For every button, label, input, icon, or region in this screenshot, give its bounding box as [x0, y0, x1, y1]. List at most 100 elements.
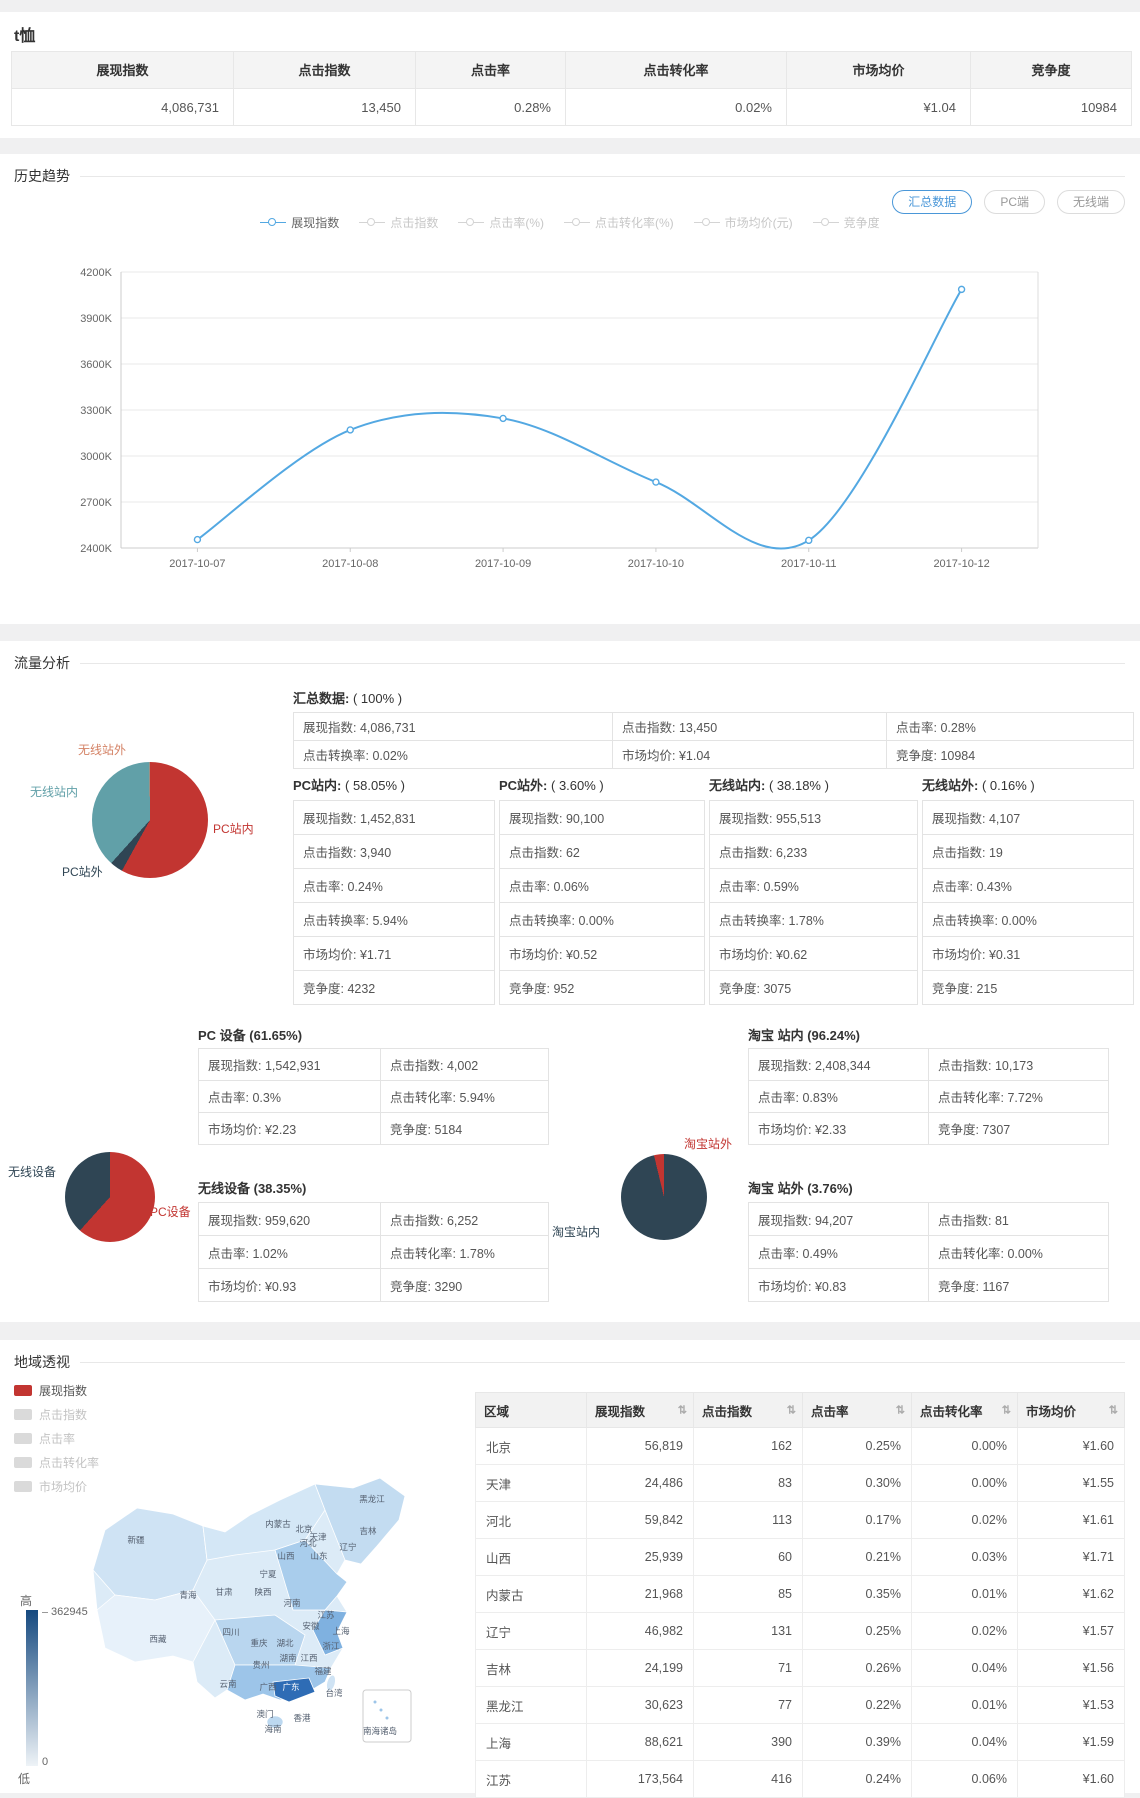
summary-value: 0.02% — [565, 88, 787, 126]
channel-kv-cell: 点击转换率: 1.78% — [710, 903, 918, 937]
summary-value: 4,086,731 — [11, 88, 234, 126]
summary-col-header: 展现指数 — [11, 51, 234, 89]
sort-icon[interactable]: ⇅ — [895, 1404, 905, 1417]
region-legend-item-ctr[interactable]: 点击率 — [14, 1430, 75, 1447]
region-value-cell: 56,819 — [586, 1427, 694, 1465]
channel-kv-table: 展现指数: 1,452,831 点击指数: 3,940 点击率: 0.24% 点击转换… — [293, 800, 495, 1005]
map-province-label: 南海诸岛 — [363, 1726, 397, 1736]
sort-icon[interactable]: ⇅ — [1108, 1404, 1118, 1417]
taobao-in-kv-cell: 市场均价: ¥2.33 — [749, 1113, 929, 1145]
trend-legend-label: 点击率(%) — [489, 216, 544, 230]
map-province-label: 贵州 — [252, 1660, 269, 1670]
region-value-cell: ¥1.60 — [1017, 1427, 1125, 1465]
summary-kv-table: 展现指数: 4,086,731 点击指数: 13,450 点击率: 0.28% 点击转… — [293, 712, 1134, 769]
trend-tab-summary[interactable]: 汇总数据 — [892, 190, 973, 214]
region-value-cell: 0.24% — [802, 1760, 912, 1798]
channel-block-title: PC站内: ( 58.05% ) — [293, 775, 405, 794]
channel-pie[interactable] — [92, 762, 208, 878]
section-header-trend: 历史趋势 — [14, 166, 1125, 186]
region-value-cell: 0.03% — [911, 1538, 1018, 1576]
map-province-label: 广东 — [282, 1682, 299, 1692]
channel-block-title: 无线站外: ( 0.16% ) — [922, 775, 1035, 794]
svg-text:2700K: 2700K — [80, 497, 112, 509]
trend-legend-item-cvr[interactable]: 点击转化率(%) — [564, 214, 674, 231]
channel-block-title: PC站外: ( 3.60% ) — [499, 775, 604, 794]
sort-icon[interactable]: ⇅ — [1001, 1404, 1011, 1417]
device-pie[interactable] — [65, 1152, 155, 1242]
pc-device-kv-cell: 市场均价: ¥2.23 — [199, 1113, 381, 1145]
keyword-summary-table: 展现指数 点击指数 点击率 点击转化率 市场均价 竞争度 4,086,731 13,450 0.… — [11, 51, 1132, 126]
section-header-region: 地域透视 — [14, 1352, 1125, 1372]
table-row: 内蒙古 21,968 85 0.35% 0.01% ¥1.62 — [475, 1575, 1125, 1613]
region-value-cell: 0.00% — [911, 1464, 1018, 1502]
channel-kv-cell: 点击率: 0.06% — [500, 869, 705, 903]
traffic-analysis-card: 流量分析 汇总数据: ( 100% ) 展现指数: 4,086,731 点击指数:… — [0, 641, 1140, 1322]
table-row: 天津 24,486 83 0.30% 0.00% ¥1.55 — [475, 1464, 1125, 1502]
taobao-out-kv-cell: 市场均价: ¥0.83 — [749, 1269, 929, 1302]
region-legend-label: 市场均价 — [39, 1480, 88, 1494]
summary-kv-cell: 展现指数: 4,086,731 — [294, 713, 613, 741]
pie-label-wireless-device: 无线设备 — [8, 1165, 57, 1179]
trend-tab-wireless[interactable]: 无线端 — [1056, 190, 1125, 214]
sort-icon[interactable]: ⇅ — [786, 1404, 796, 1417]
trend-line-chart[interactable]: 2400K 2700K 3000K 3300K 3600K 3900K 4200K 2017-… — [15, 240, 1125, 595]
trend-legend-item-competition[interactable]: 竞争度 — [812, 214, 880, 231]
pc-device-block-title: PC 设备 (61.65%) — [198, 1028, 303, 1043]
region-legend-item-cvr[interactable]: 点击转化率 — [14, 1454, 99, 1471]
region-legend-item-clicks[interactable]: 点击指数 — [14, 1406, 87, 1423]
channel-block-percent: ( 58.05% ) — [341, 778, 405, 793]
map-province-label: 云南 — [219, 1679, 236, 1689]
sort-icon[interactable]: ⇅ — [677, 1404, 687, 1417]
channel-kv-cell: 点击转换率: 0.00% — [923, 903, 1134, 937]
region-col-label: 区域 — [484, 1404, 510, 1419]
map-province-label: 海南 — [264, 1724, 281, 1734]
region-value-cell: 0.21% — [802, 1538, 912, 1576]
taobao-pie[interactable] — [621, 1154, 707, 1240]
region-value-cell: 60 — [693, 1538, 803, 1576]
taobao-in-kv-cell: 展现指数: 2,408,344 — [749, 1049, 929, 1081]
summary-kv-cell: 点击指数: 13,450 — [613, 713, 887, 741]
region-value-cell: 0.25% — [802, 1427, 912, 1465]
channel-kv-table: 展现指数: 90,100 点击指数: 62 点击率: 0.06% 点击转换率: 0.0… — [499, 800, 705, 1005]
map-province-label: 江西 — [300, 1653, 317, 1663]
region-col-label: 市场均价 — [1026, 1404, 1077, 1419]
region-name-cell: 辽宁 — [475, 1612, 587, 1650]
region-value-cell: ¥1.59 — [1017, 1723, 1125, 1761]
map-province-label: 宁夏 — [259, 1569, 277, 1579]
pie-label-pc-in: PC站内 — [213, 822, 254, 836]
channel-block-percent: ( 38.18% ) — [765, 778, 829, 793]
channel-kv-cell: 竞争度: 215 — [923, 971, 1134, 1005]
region-value-cell: ¥1.56 — [1017, 1649, 1125, 1687]
region-col-header: 点击率 ⇅ — [802, 1392, 912, 1428]
region-legend-label: 点击转化率 — [39, 1456, 100, 1470]
region-value-cell: 59,842 — [586, 1501, 694, 1539]
region-legend-item-impressions[interactable]: 展现指数 — [14, 1382, 87, 1399]
taobao-in-kv-cell: 点击指数: 10,173 — [929, 1049, 1109, 1081]
channel-block-name: 无线站内: — [709, 778, 766, 793]
region-value-cell: 162 — [693, 1427, 803, 1465]
table-row: 江苏 173,564 416 0.24% 0.06% ¥1.60 — [475, 1760, 1125, 1798]
trend-legend-item-clicks[interactable]: 点击指数 — [359, 214, 438, 231]
trend-legend-item-impressions[interactable]: 展现指数 — [260, 214, 339, 231]
map-province-label: 北京 — [295, 1524, 312, 1534]
trend-legend-item-price[interactable]: 市场均价(元) — [693, 214, 793, 231]
trend-legend-label: 竞争度 — [843, 216, 880, 230]
region-value-cell: ¥1.61 — [1017, 1501, 1125, 1539]
channel-kv-cell: 竞争度: 952 — [500, 971, 705, 1005]
section-divider — [80, 175, 1125, 177]
summary-kv-cell: 点击转换率: 0.02% — [294, 741, 613, 769]
region-value-cell: 0.00% — [911, 1427, 1018, 1465]
region-insight-card: 地域透视 展现指数 点击指数 点击率 点击转化率 市场均价 高 362945 0 低 新… — [0, 1340, 1140, 1798]
table-row: 山西 25,939 60 0.21% 0.03% ¥1.71 — [475, 1538, 1125, 1576]
trend-legend-item-ctr[interactable]: 点击率(%) — [458, 214, 544, 231]
region-legend-item-price[interactable]: 市场均价 — [14, 1478, 87, 1495]
history-trend-card: 历史趋势 汇总数据 PC端 无线端 展现指数 点击指数 点击率(%) 点击转化率(%) 市场… — [0, 154, 1140, 624]
map-province-label: 广西 — [259, 1682, 276, 1692]
taobao-out-kv-cell: 展现指数: 94,207 — [749, 1203, 929, 1236]
pie-label-taobao-out: 淘宝站外 — [684, 1137, 733, 1151]
map-province-label: 天津 — [309, 1532, 327, 1542]
trend-tab-pc[interactable]: PC端 — [984, 190, 1045, 214]
taobao-out-kv-cell: 点击率: 0.49% — [749, 1236, 929, 1269]
channel-block-name: PC站内: — [293, 778, 342, 793]
